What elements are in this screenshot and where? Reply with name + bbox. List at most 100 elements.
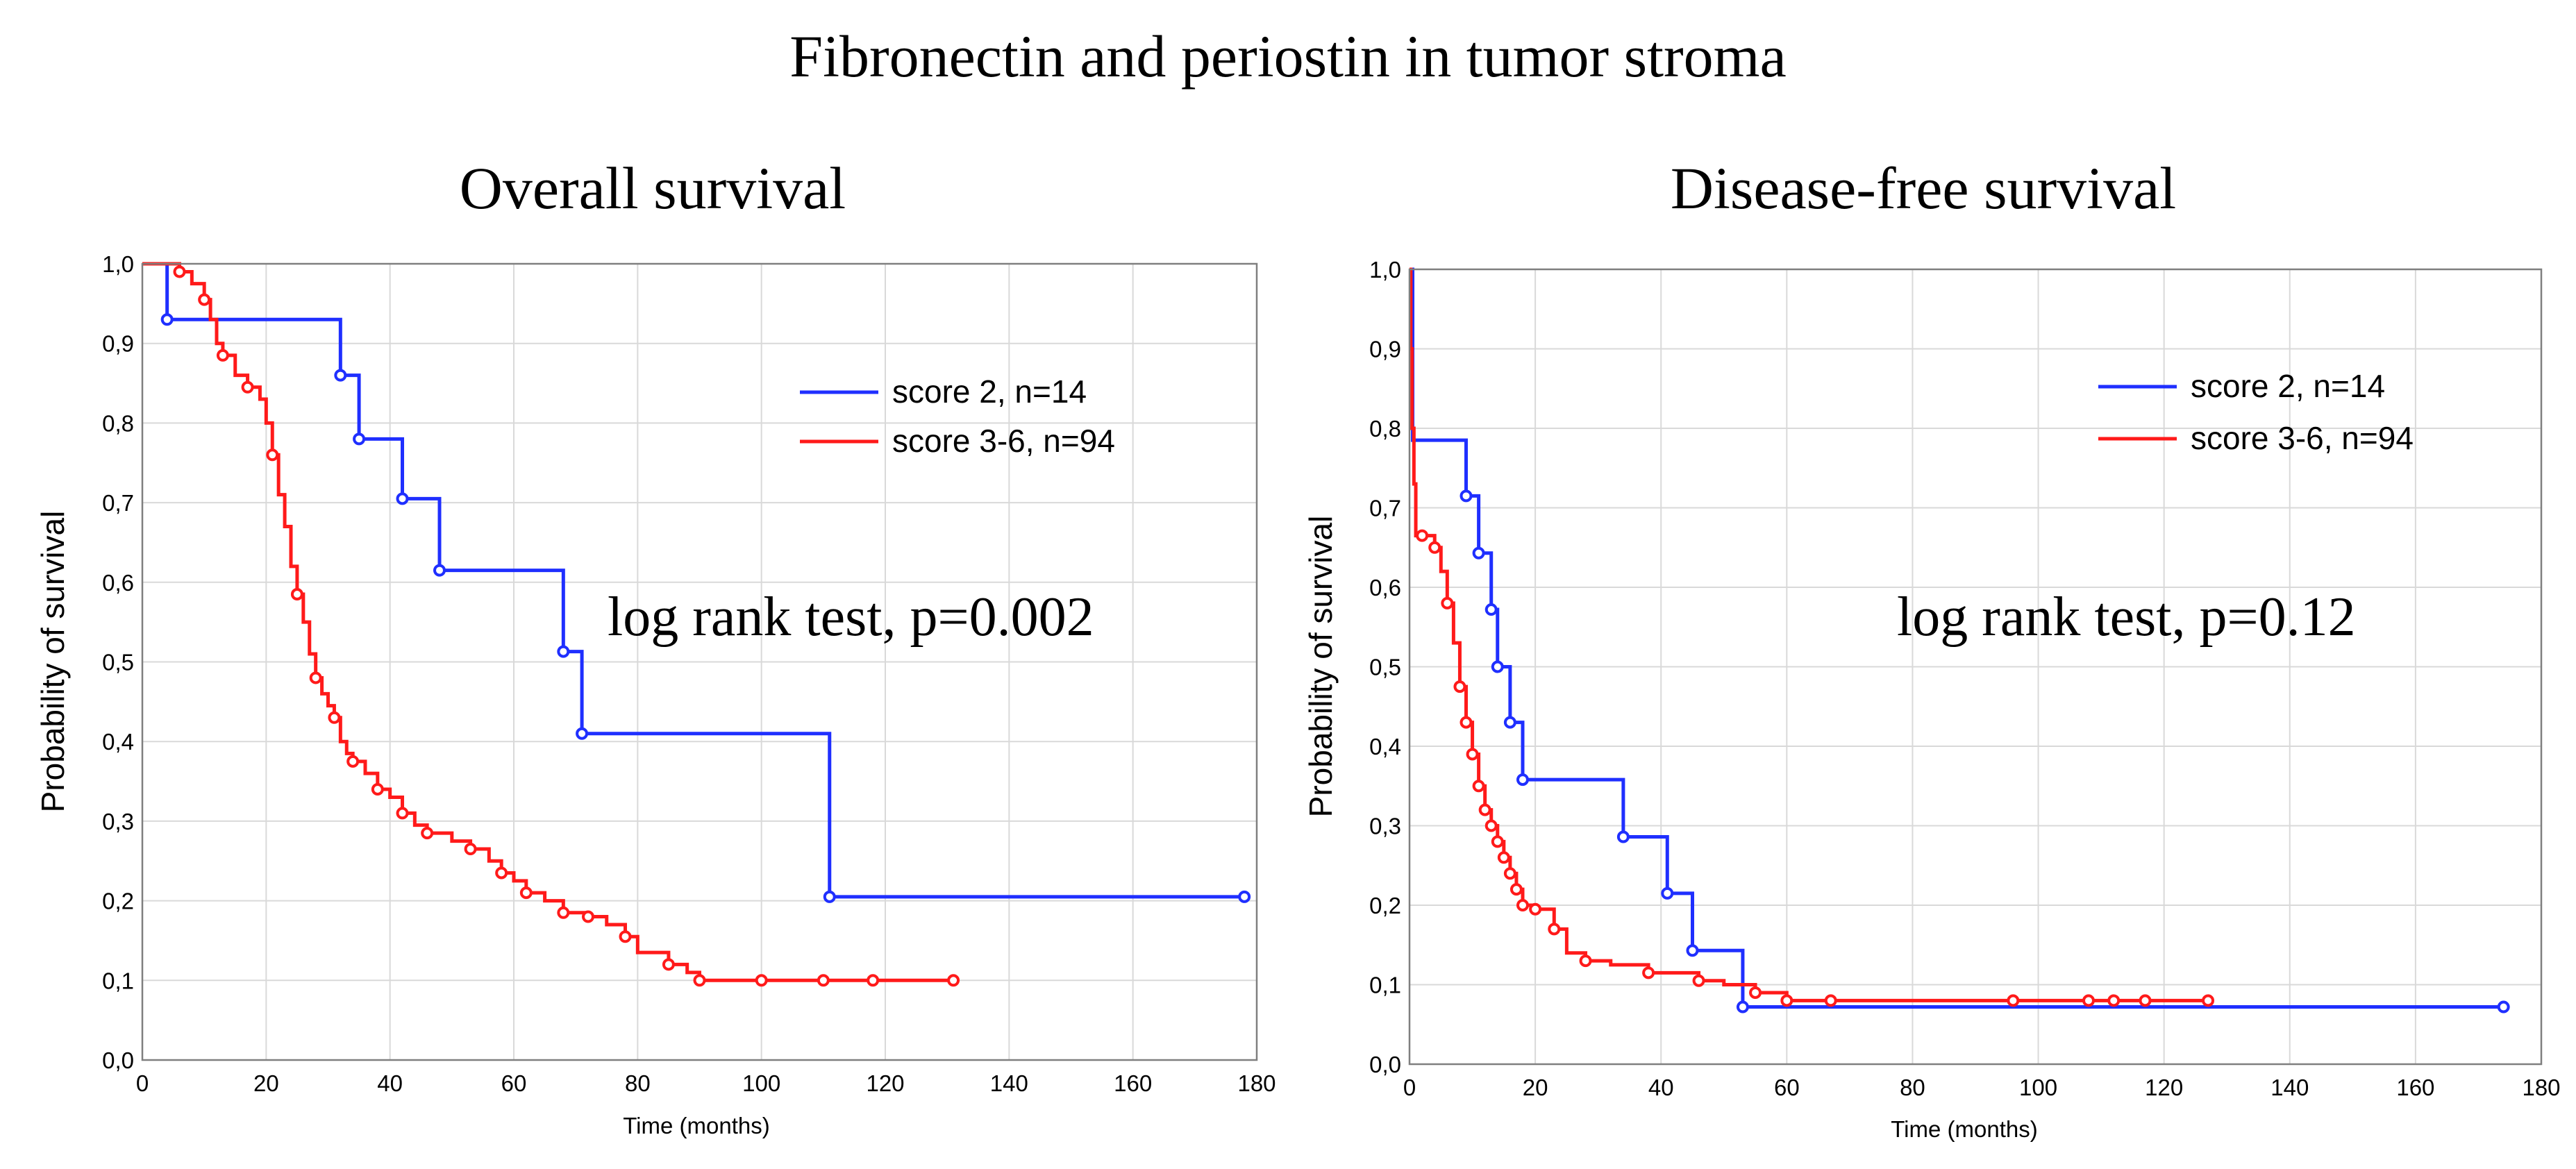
censor-mark bbox=[2139, 994, 2152, 1007]
x-tick-label: 100 bbox=[742, 1070, 780, 1096]
figure-title: Fibronectin and periostin in tumor strom… bbox=[789, 23, 1787, 90]
y-axis-label: Probability of survival bbox=[1303, 516, 1339, 818]
log-rank-annotation: log rank test, p=0.12 bbox=[1897, 587, 2356, 648]
survival-step-line bbox=[1410, 267, 2504, 1009]
x-axis-label: Time (months) bbox=[623, 1113, 769, 1138]
y-tick-label: 0,6 bbox=[102, 570, 134, 596]
censor-mark bbox=[1238, 890, 1251, 903]
censor-mark bbox=[1428, 541, 1441, 554]
x-tick-label: 120 bbox=[2145, 1075, 2183, 1100]
overall-survival-chart: Overall survival 0,00,10,20,30,40,50,60,… bbox=[35, 155, 1276, 1138]
censor-mark bbox=[353, 432, 366, 446]
censor-mark bbox=[693, 974, 706, 987]
x-tick-label: 0 bbox=[136, 1070, 149, 1096]
censor-mark bbox=[867, 974, 880, 987]
y-tick-label: 1,0 bbox=[102, 251, 134, 277]
survival-curves bbox=[142, 262, 1251, 987]
x-tick-label: 120 bbox=[866, 1070, 904, 1096]
y-tick-label: 0,0 bbox=[1369, 1052, 1401, 1077]
legend-label-score-3-6: score 3-6, n=94 bbox=[892, 423, 1115, 459]
censor-mark bbox=[1780, 994, 1793, 1007]
censor-mark bbox=[817, 974, 830, 987]
censor-mark bbox=[198, 293, 211, 306]
survival-curves bbox=[1409, 267, 2510, 1014]
censor-mark bbox=[947, 974, 960, 987]
y-tick-label: 0,8 bbox=[1369, 416, 1401, 441]
y-tick-label: 0,2 bbox=[1369, 893, 1401, 918]
y-tick-label: 0,0 bbox=[102, 1048, 134, 1073]
y-tick-label: 0,8 bbox=[102, 410, 134, 436]
y-tick-label: 0,5 bbox=[1369, 655, 1401, 680]
censor-mark bbox=[1484, 819, 1498, 832]
x-tick-label: 180 bbox=[2522, 1075, 2560, 1100]
censor-mark bbox=[582, 910, 594, 923]
x-axis-label: Time (months) bbox=[1891, 1116, 2037, 1142]
censor-mark bbox=[823, 890, 836, 903]
censor-mark bbox=[619, 930, 632, 943]
censor-mark bbox=[1416, 529, 1429, 542]
censor-mark bbox=[290, 588, 303, 601]
censor-mark bbox=[1460, 489, 1473, 503]
censor-mark bbox=[519, 886, 533, 900]
censor-mark bbox=[1824, 994, 1837, 1007]
x-tick-label: 60 bbox=[1774, 1075, 1800, 1100]
censor-mark bbox=[266, 448, 279, 462]
legend-label-score-3-6: score 3-6, n=94 bbox=[2191, 420, 2414, 456]
legend: score 2, n=14 score 3-6, n=94 bbox=[800, 373, 1115, 459]
x-tick-label: 80 bbox=[1900, 1075, 1925, 1100]
censor-mark bbox=[328, 711, 341, 724]
censor-mark bbox=[1548, 923, 1561, 936]
censor-mark bbox=[334, 369, 347, 382]
censor-mark bbox=[1472, 780, 1485, 793]
censor-mark bbox=[1579, 954, 1592, 968]
x-tick-label: 160 bbox=[1114, 1070, 1152, 1096]
censor-mark bbox=[755, 974, 768, 987]
censor-mark bbox=[2497, 1000, 2510, 1014]
y-tick-label: 0,3 bbox=[1369, 814, 1401, 839]
censor-mark bbox=[1749, 986, 1762, 999]
y-tick-labels: 0,0 0,1 0,2 0,3 0,4 0,5 0,6 0,7 0,8 0,9 1,0 bbox=[1369, 257, 1401, 1077]
x-tick-label: 80 bbox=[625, 1070, 651, 1096]
plot-frame bbox=[141, 262, 1258, 1061]
censor-mark bbox=[557, 906, 570, 919]
y-tick-label: 0,1 bbox=[1369, 973, 1401, 998]
y-tick-label: 0,9 bbox=[102, 331, 134, 357]
censor-mark bbox=[1516, 899, 1529, 911]
y-tick-label: 0,6 bbox=[1369, 575, 1401, 600]
censor-mark bbox=[1497, 851, 1510, 864]
censor-mark bbox=[433, 564, 446, 577]
censor-mark bbox=[421, 827, 434, 840]
survival-step-line bbox=[142, 262, 1245, 899]
x-tick-label: 160 bbox=[2396, 1075, 2434, 1100]
x-tick-label: 0 bbox=[1403, 1075, 1416, 1100]
censor-mark bbox=[662, 958, 675, 971]
series-score-2 bbox=[142, 262, 1251, 903]
censor-mark bbox=[241, 380, 254, 394]
chart-title: Overall survival bbox=[460, 155, 846, 221]
y-tick-label: 1,0 bbox=[1369, 257, 1401, 283]
censor-mark bbox=[1460, 716, 1473, 729]
censor-mark bbox=[1642, 966, 1655, 979]
censor-mark bbox=[1491, 835, 1504, 848]
y-tick-label: 0,2 bbox=[102, 889, 134, 914]
x-tick-label: 60 bbox=[501, 1070, 527, 1096]
censor-mark bbox=[1466, 748, 1479, 761]
legend-label-score-2: score 2, n=14 bbox=[892, 373, 1087, 410]
chart-title: Disease-free survival bbox=[1671, 155, 2176, 221]
censor-mark bbox=[464, 843, 477, 856]
x-tick-labels: 0 20 40 60 80 100 120 140 160 180 bbox=[1403, 1075, 2561, 1100]
censor-mark bbox=[1472, 546, 1485, 560]
y-tick-label: 0,1 bbox=[102, 968, 134, 993]
y-tick-label: 0,3 bbox=[102, 809, 134, 834]
y-tick-labels: 0,0 0,1 0,2 0,3 0,4 0,5 0,6 0,7 0,8 0,9 1,0 bbox=[102, 251, 134, 1073]
plot-frame bbox=[1408, 268, 2543, 1066]
censor-mark bbox=[396, 807, 409, 820]
censor-mark bbox=[2107, 994, 2121, 1007]
censor-mark bbox=[396, 492, 409, 505]
censor-mark bbox=[173, 265, 186, 278]
disease-free-survival-chart: Disease-free survival 0,0 0,1 0,2 0,3 0,4 0,5… bbox=[1303, 155, 2561, 1142]
censor-mark bbox=[309, 671, 322, 684]
x-tick-labels: 0 20 40 60 80 100 120 140 160 180 bbox=[136, 1070, 1276, 1096]
y-tick-label: 0,4 bbox=[102, 729, 134, 755]
censor-mark bbox=[216, 348, 229, 362]
